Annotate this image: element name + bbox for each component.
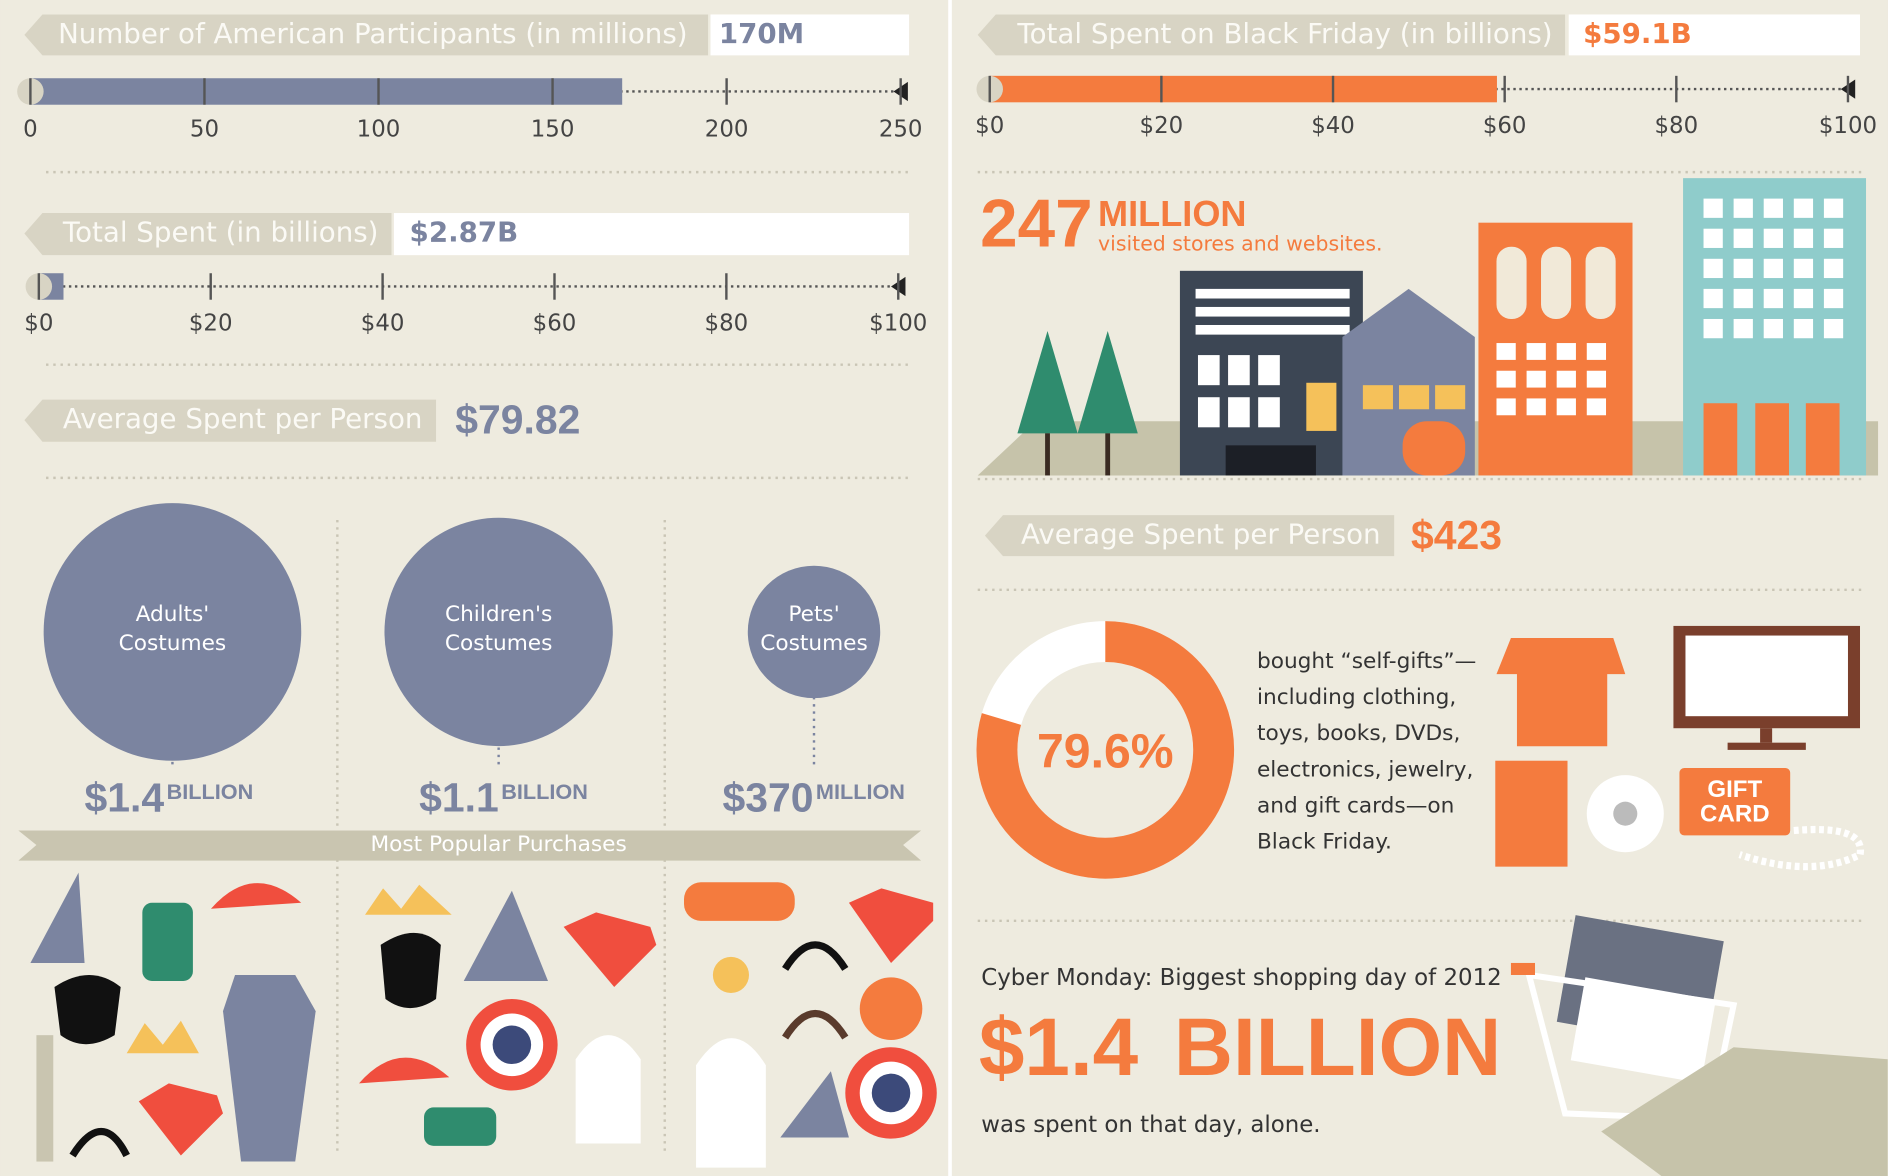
value: $79.82 [455, 396, 580, 442]
tick-label: $100 [869, 310, 927, 336]
visitors-unit: MILLION [1098, 193, 1246, 234]
self-gifts-text: Black Friday. [1257, 830, 1392, 855]
bubble-label: Costumes [119, 631, 227, 656]
donut-arc [976, 621, 1235, 879]
bubble-label: Children's [445, 602, 552, 627]
tick-label: $40 [1311, 113, 1355, 139]
tick-label: $60 [533, 310, 577, 336]
amount-unit: BILLION [167, 779, 254, 804]
amount-unit: BILLION [501, 779, 588, 804]
tick-label: $0 [24, 310, 53, 336]
cyber-text: was spent on that day, alone. [981, 1112, 1320, 1138]
tick-label: $0 [975, 113, 1004, 139]
label: Total Spent on Black Friday (in billions… [1016, 17, 1552, 50]
bubble-label: Costumes [760, 631, 868, 656]
gift-card: GIFT [1707, 776, 1762, 803]
static-layout [18, 14, 1888, 1176]
bubble [43, 503, 302, 761]
tick-label: 100 [357, 116, 401, 142]
tick-label: 0 [23, 116, 38, 142]
visitors-text: visited stores and websites. [1098, 231, 1382, 255]
bubble-label: Costumes [445, 631, 553, 656]
value: $59.1B [1583, 17, 1692, 50]
tick-label: $80 [705, 310, 749, 336]
value: 170M [719, 17, 804, 50]
label: Number of American Participants (in mill… [58, 17, 687, 50]
donut-label: 79.6% [1037, 724, 1173, 778]
self-gifts-text: electronics, jewelry, [1257, 757, 1473, 782]
bar [30, 78, 623, 105]
tick-label: $40 [361, 310, 405, 336]
bubble-label: Adults' [136, 602, 210, 627]
visitors-number: 247 [980, 186, 1092, 261]
bubble-label: Pets' [788, 602, 839, 627]
tick-label: 150 [531, 116, 575, 142]
cyber-unit: BILLION [1174, 1002, 1501, 1093]
amount: $1.1 [419, 774, 499, 820]
label: Average Spent per Person [63, 402, 423, 435]
amount: $1.4 [85, 774, 165, 820]
value: $2.87B [410, 216, 519, 249]
cyber-heading: Cyber Monday: Biggest shopping day of 20… [981, 965, 1501, 991]
gift-card: CARD [1700, 800, 1770, 827]
amount-unit: MILLION [816, 779, 905, 804]
self-gifts-text: toys, books, DVDs, [1257, 721, 1460, 746]
bubble [384, 517, 613, 747]
amount: $370 [723, 774, 814, 820]
tick-label: $20 [189, 310, 233, 336]
self-gifts-text: including clothing, [1257, 685, 1456, 710]
label: Average Spent per Person [1021, 518, 1381, 551]
texts: Number of American Participants (in mill… [58, 17, 1769, 1138]
bar [989, 75, 1497, 103]
tick-label: $20 [1140, 113, 1184, 139]
banner: Most Popular Purchases [370, 832, 626, 857]
bubble [747, 565, 881, 699]
self-gifts-text: bought “self-gifts”— [1257, 649, 1476, 674]
label: Total Spent (in billions) [62, 216, 379, 249]
tick-label: $100 [1819, 113, 1877, 139]
cyber-amount: $1.4 [979, 1002, 1139, 1093]
tick-label: $80 [1655, 113, 1699, 139]
self-gifts-text: and gift cards—on [1257, 793, 1454, 818]
tick-label: $60 [1483, 113, 1527, 139]
tick-label: 200 [705, 116, 749, 142]
tick-label: 250 [879, 116, 923, 142]
tick-label: 50 [190, 116, 219, 142]
value: $423 [1411, 512, 1502, 558]
